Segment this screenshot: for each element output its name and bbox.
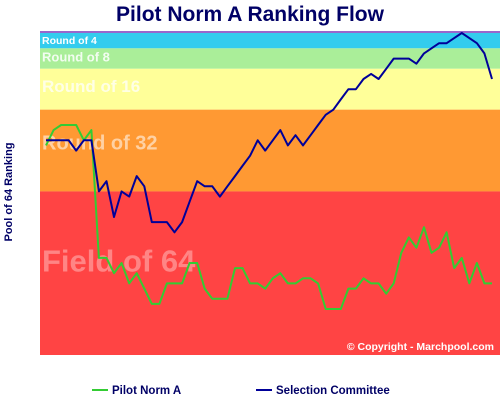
y-axis-label: Pool of 64 Ranking: [3, 142, 15, 241]
band-round-of-16: [40, 68, 500, 110]
band-round-of-4: [40, 33, 500, 49]
band-label-round-of-8: Round of 8: [42, 49, 110, 64]
top-band-strip: [40, 31, 500, 34]
series-line-selection-committee: [46, 32, 493, 234]
series-line-pilot-norm-a: [45, 124, 492, 310]
legend-label-selection-committee: Selection Committee: [276, 385, 390, 397]
band-label-round-of-32: Round of 32: [42, 133, 158, 155]
round-bands: Round of 4 Round of 8 Round of 16 Round of …: [40, 31, 500, 355]
band-label-round-of-4: Round of 4: [42, 35, 97, 47]
band-label-round-of-16: Round of 16: [42, 77, 140, 96]
chart-title: Pilot Norm A Ranking Flow: [116, 3, 385, 26]
band-field-of-64: [40, 191, 500, 355]
band-round-of-8: [40, 48, 500, 69]
copyright-text: © Copyright - Marchpool.com: [347, 341, 494, 353]
series-lines: [45, 32, 493, 310]
band-label-field-of-64: Field of 64: [42, 243, 196, 278]
legend: Pilot Norm A Selection Committee: [92, 385, 390, 397]
band-round-of-32: [40, 109, 500, 192]
legend-label-pilot-norm-a: Pilot Norm A: [112, 385, 181, 397]
